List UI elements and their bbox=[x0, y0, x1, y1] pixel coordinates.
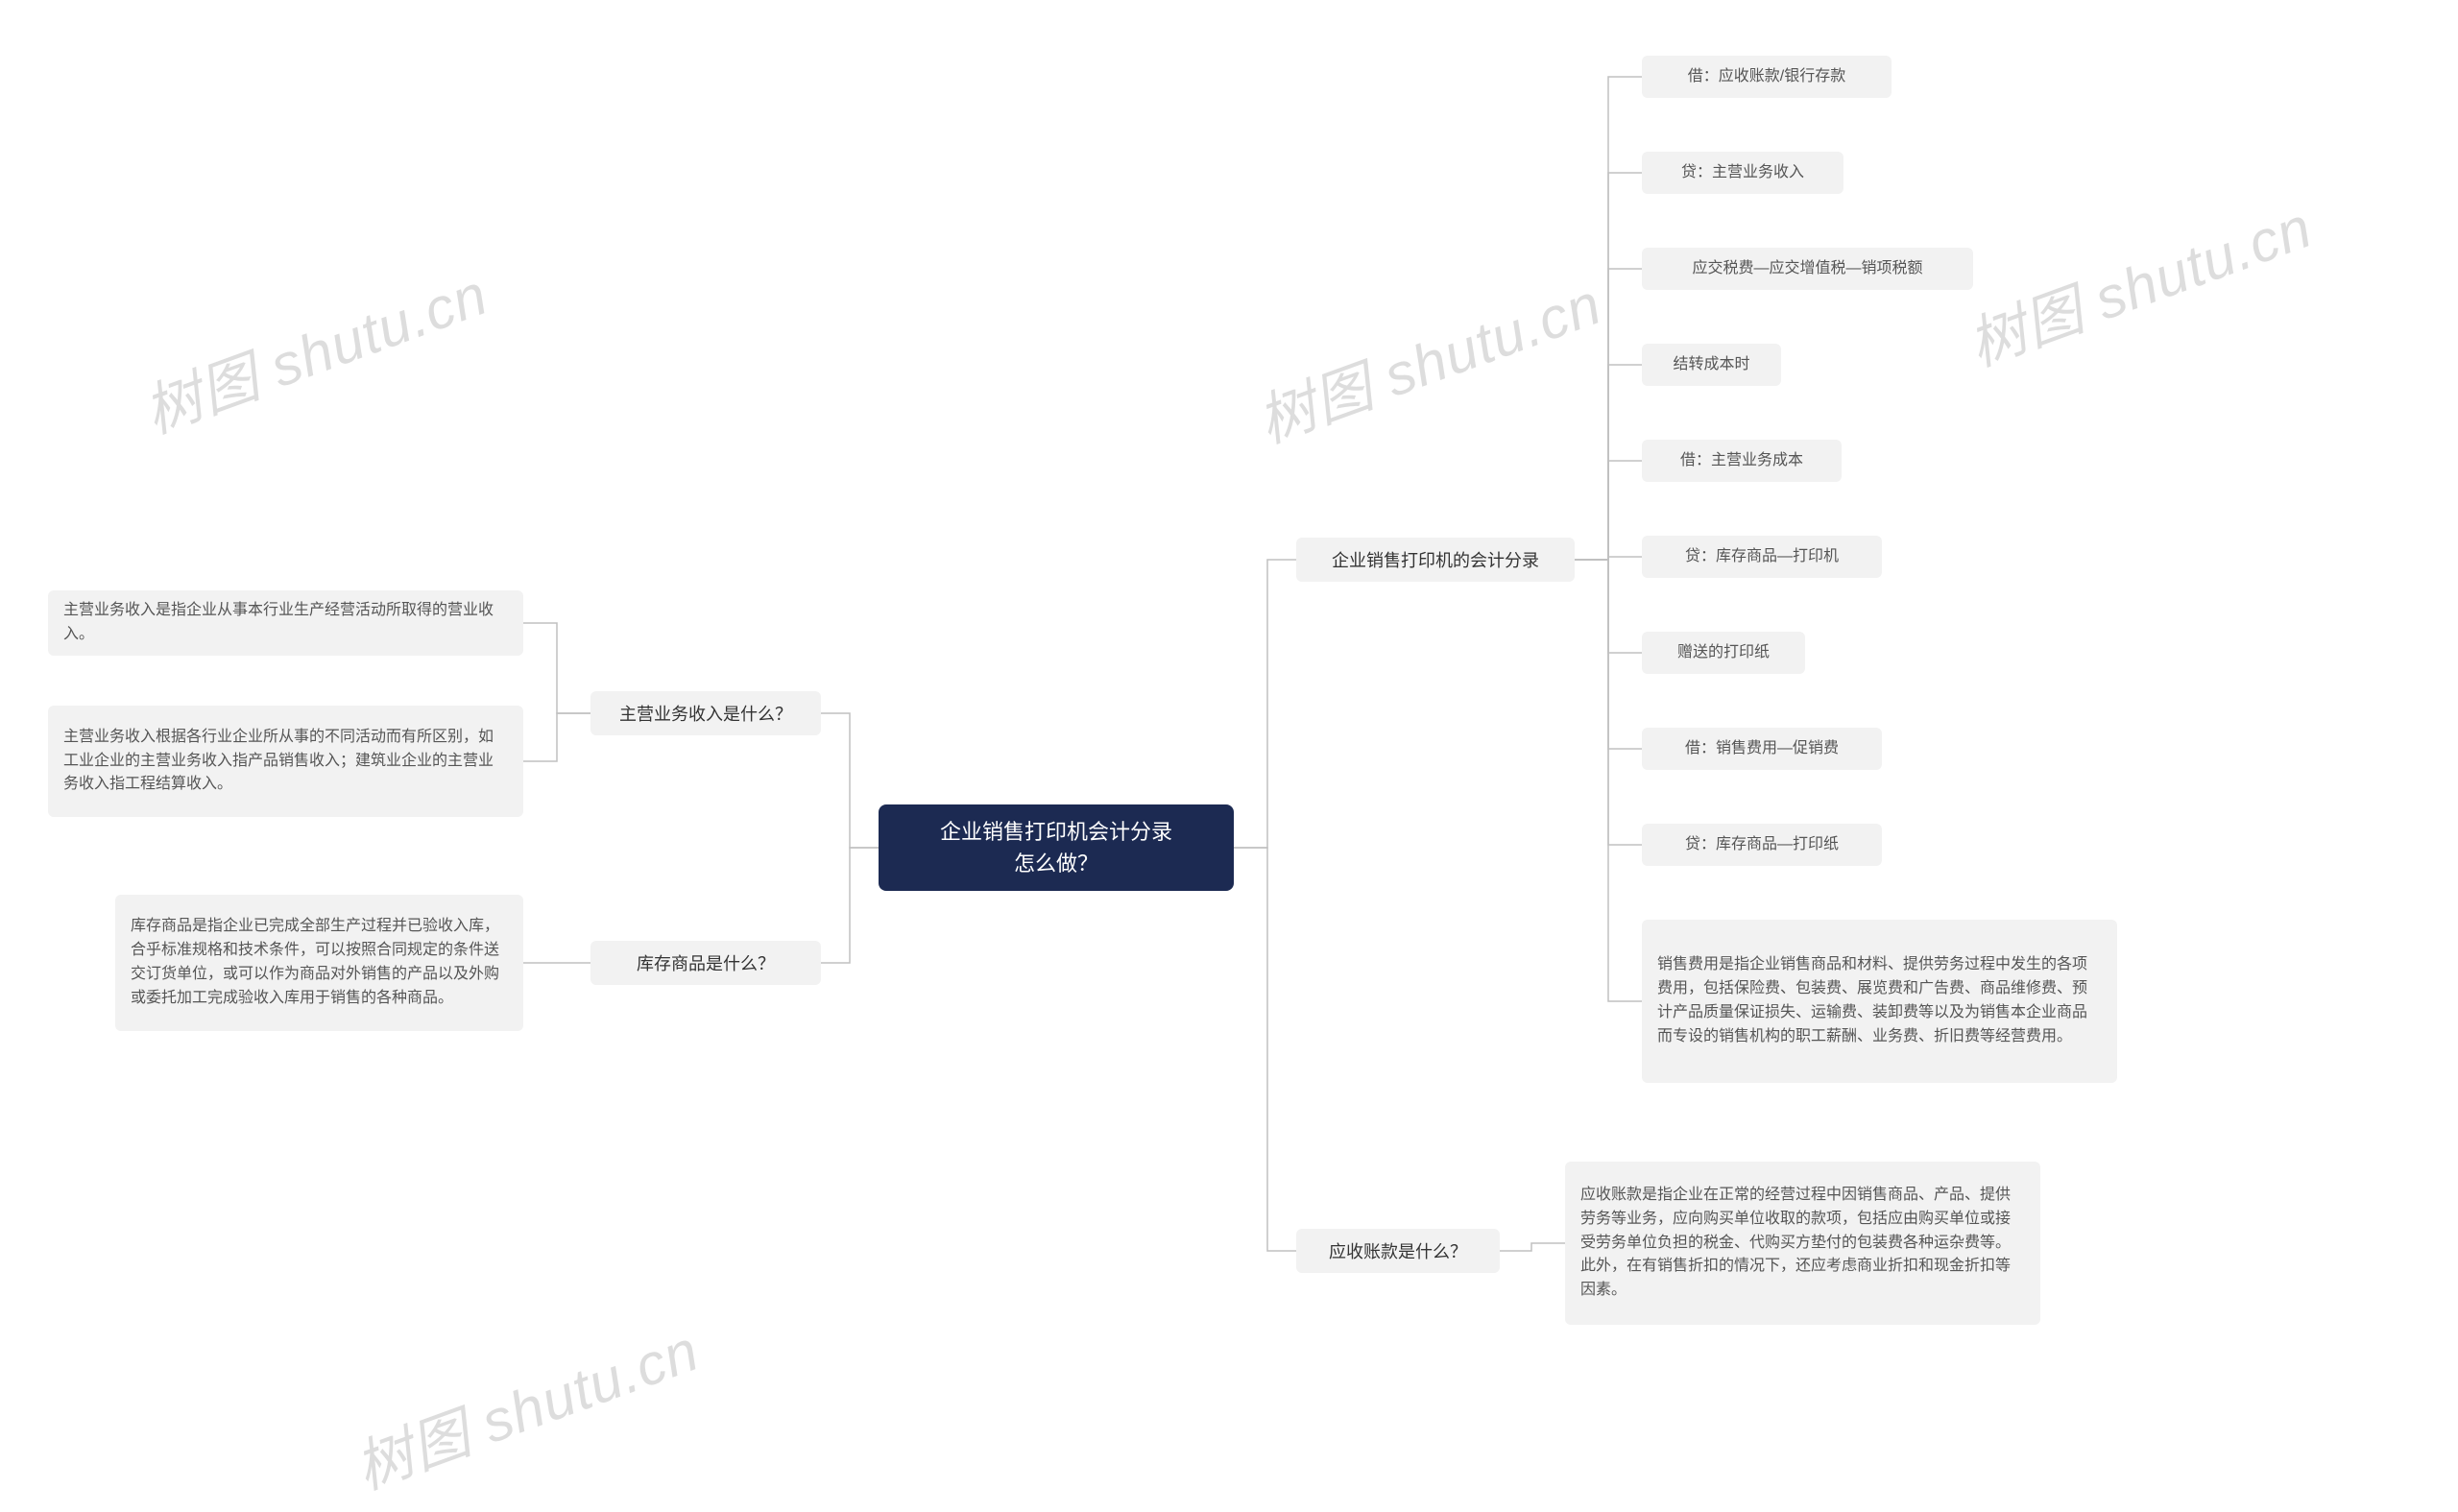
leaf-text: 借：主营业务成本 bbox=[1680, 449, 1803, 473]
leaf-inventory-def[interactable]: 库存商品是指企业已完成全部生产过程并已验收入库，合乎标准规格和技术条件，可以按照… bbox=[115, 895, 523, 1031]
watermark: 树图 shutu.cn bbox=[131, 249, 497, 450]
leaf-text: 主营业务收入根据各行业企业所从事的不同活动而有所区别，如工业企业的主营业务收入指… bbox=[63, 726, 508, 797]
leaf-text: 主营业务收入是指企业从事本行业生产经营活动所取得的营业收入。 bbox=[63, 599, 508, 647]
branch-entries[interactable]: 企业销售打印机的会计分录 bbox=[1296, 538, 1575, 582]
leaf-text: 贷：库存商品—打印机 bbox=[1685, 545, 1839, 569]
leaf-text: 结转成本时 bbox=[1673, 353, 1749, 377]
leaf-entry-2[interactable]: 贷：主营业务收入 bbox=[1642, 152, 1844, 194]
leaf-text: 贷：库存商品—打印纸 bbox=[1685, 833, 1839, 857]
branch-label: 应收账款是什么？ bbox=[1329, 1238, 1467, 1263]
leaf-entry-4[interactable]: 结转成本时 bbox=[1642, 344, 1781, 386]
watermark: 树图 shutu.cn bbox=[1955, 181, 2322, 383]
branch-main-income[interactable]: 主营业务收入是什么？ bbox=[590, 691, 821, 735]
leaf-entry-3[interactable]: 应交税费—应交增值税—销项税额 bbox=[1642, 248, 1973, 290]
root-label: 企业销售打印机会计分录 怎么做？ bbox=[940, 816, 1172, 879]
branch-label: 主营业务收入是什么？ bbox=[619, 701, 792, 726]
leaf-text: 库存商品是指企业已完成全部生产过程并已验收入库，合乎标准规格和技术条件，可以按照… bbox=[131, 915, 508, 1010]
branch-label: 企业销售打印机的会计分录 bbox=[1332, 547, 1539, 572]
leaf-entry-10[interactable]: 销售费用是指企业销售商品和材料、提供劳务过程中发生的各项费用，包括保险费、包装费… bbox=[1642, 920, 2117, 1083]
leaf-entry-1[interactable]: 借：应收账款/银行存款 bbox=[1642, 56, 1892, 98]
leaf-entry-5[interactable]: 借：主营业务成本 bbox=[1642, 440, 1842, 482]
leaf-entry-6[interactable]: 贷：库存商品—打印机 bbox=[1642, 536, 1882, 578]
branch-inventory[interactable]: 库存商品是什么？ bbox=[590, 941, 821, 985]
leaf-text: 借：销售费用—促销费 bbox=[1685, 737, 1839, 761]
leaf-main-income-def1[interactable]: 主营业务收入是指企业从事本行业生产经营活动所取得的营业收入。 bbox=[48, 590, 523, 656]
leaf-receivable-def[interactable]: 应收账款是指企业在正常的经营过程中因销售商品、产品、提供劳务等业务，应向购买单位… bbox=[1565, 1162, 2040, 1325]
leaf-text: 应收账款是指企业在正常的经营过程中因销售商品、产品、提供劳务等业务，应向购买单位… bbox=[1580, 1184, 2025, 1303]
leaf-text: 赠送的打印纸 bbox=[1677, 641, 1770, 665]
leaf-entry-9[interactable]: 贷：库存商品—打印纸 bbox=[1642, 824, 1882, 866]
leaf-text: 贷：主营业务收入 bbox=[1681, 161, 1804, 185]
leaf-main-income-def2[interactable]: 主营业务收入根据各行业企业所从事的不同活动而有所区别，如工业企业的主营业务收入指… bbox=[48, 706, 523, 817]
branch-label: 库存商品是什么？ bbox=[637, 950, 775, 975]
root-node[interactable]: 企业销售打印机会计分录 怎么做？ bbox=[879, 804, 1234, 891]
leaf-entry-7[interactable]: 赠送的打印纸 bbox=[1642, 632, 1805, 674]
watermark: 树图 shutu.cn bbox=[1244, 258, 1611, 460]
leaf-entry-8[interactable]: 借：销售费用—促销费 bbox=[1642, 728, 1882, 770]
leaf-text: 应交税费—应交增值税—销项税额 bbox=[1692, 257, 1922, 281]
branch-receivable[interactable]: 应收账款是什么？ bbox=[1296, 1229, 1500, 1273]
watermark: 树图 shutu.cn bbox=[342, 1305, 709, 1506]
leaf-text: 借：应收账款/银行存款 bbox=[1688, 65, 1845, 89]
leaf-text: 销售费用是指企业销售商品和材料、提供劳务过程中发生的各项费用，包括保险费、包装费… bbox=[1657, 953, 2102, 1048]
mindmap-canvas: 树图 shutu.cn 树图 shutu.cn 树图 shutu.cn 树图 s… bbox=[0, 0, 2458, 1512]
